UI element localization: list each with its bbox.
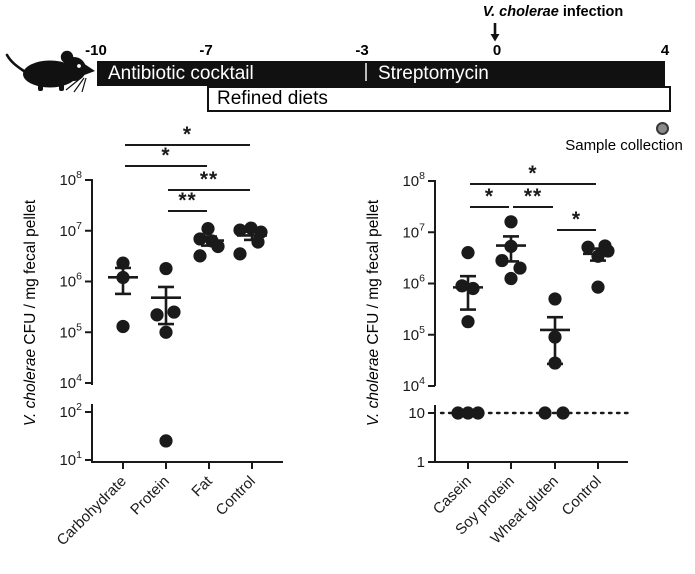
right-y-label-species: V. cholerae [365,348,382,427]
day-label-minus10: -10 [85,42,107,59]
x-category-label: Protein [127,473,173,519]
scatter-group-wheat-gluten [538,292,570,420]
day-label-0: 0 [492,42,502,59]
sample-collection-label: Sample collection [565,137,683,154]
data-point-at-detection-limit [538,406,552,420]
x-category-label: Control [559,473,605,519]
data-point [211,239,225,254]
streptomycin-label: Streptomycin [378,63,489,84]
data-point-at-detection-limit [556,406,570,420]
scatter-group-soy-protein [495,215,527,286]
y-tick-label: 107 [402,221,425,241]
data-point [495,253,509,268]
y-tick-label: 10 [408,405,425,422]
data-point [548,292,562,306]
scatter-group-control [233,221,268,261]
data-point [244,221,258,235]
left-y-label-species: V. cholerae [22,348,39,427]
data-point [116,256,130,270]
data-point [150,308,164,322]
data-point-at-detection-limit [471,406,485,420]
y-tick-label: 106 [402,273,425,293]
y-tick-label: 104 [59,372,82,392]
significance-label: * [161,144,170,167]
y-tick-label: 105 [59,321,82,341]
significance-label: * [485,185,494,208]
data-point [591,280,605,294]
y-tick-label: 104 [402,375,425,395]
day-label-4: 4 [660,42,670,59]
data-point [116,319,130,334]
y-tick-label: 108 [59,169,82,189]
right-y-axis-label: V. cholerae CFU / mg fecal pellet [365,168,383,458]
data-point [504,215,518,229]
data-point [461,246,475,260]
data-point [513,261,527,275]
data-point [581,240,595,254]
scatter-group-carbohydrate [108,256,138,334]
data-point [548,356,562,370]
scatter-group-fat [193,222,225,263]
y-tick-label: 101 [59,449,82,469]
data-point [159,434,173,448]
data-point [167,305,181,319]
scatter-group-control [581,239,615,294]
significance-label: ** [524,185,542,208]
x-category-label: Fat [188,472,216,500]
data-point [233,247,247,261]
scatter-group-casein [451,246,485,420]
treatment-divider [365,63,367,81]
day-label-minus7: -7 [199,42,213,59]
sample-collection-dot [656,122,669,135]
mouse-icon [5,50,95,93]
down-arrow-icon [490,23,500,42]
significance-label: * [528,162,537,185]
day-label-minus3: -3 [355,42,369,59]
data-point [591,249,605,263]
data-point [461,315,475,329]
refined-diets-label: Refined diets [217,88,328,109]
data-point [455,279,469,293]
infection-label: V. cholerae infection [473,4,633,20]
data-point [159,261,173,276]
y-tick-label: 106 [59,271,82,291]
y-tick-label: 108 [402,170,425,190]
data-point [233,223,247,237]
right-y-label-rest: CFU / mg fecal pellet [365,199,382,349]
infection-label-species: V. cholerae [482,4,559,20]
antibiotic-streptomycin-bar: Antibiotic cocktail Streptomycin [97,61,665,86]
significance-label: ** [178,189,196,212]
scatter-group-protein [150,261,181,448]
data-point-at-detection-limit [461,406,475,420]
infection-label-rest: infection [558,4,624,20]
data-point [193,232,207,246]
y-tick-label: 105 [402,324,425,344]
significance-label: ** [200,168,218,191]
x-category-label: Carbohydrate [54,473,130,549]
data-point [548,330,562,344]
significance-label: * [183,123,192,146]
data-point [193,249,207,263]
left-plot: 108 107 106 105 104 102 101 CarbohydrateProtein… [54,123,283,549]
data-point [251,235,265,249]
left-y-label-rest: CFU / mg fecal pellet [22,199,39,349]
left-y-axis-label: V. cholerae CFU / mg fecal pellet [22,168,40,458]
y-tick-label: 102 [59,401,82,421]
significance-label: * [572,208,581,231]
refined-diets-box: Refined diets [207,86,671,112]
antibiotic-cocktail-label: Antibiotic cocktail [108,63,254,84]
data-point [159,325,173,339]
x-category-label: Control [213,473,259,519]
y-tick-label: 1 [417,454,425,471]
y-tick-label: 107 [59,220,82,240]
data-point [201,222,215,236]
data-point-at-detection-limit [451,406,465,420]
data-point [504,271,518,286]
